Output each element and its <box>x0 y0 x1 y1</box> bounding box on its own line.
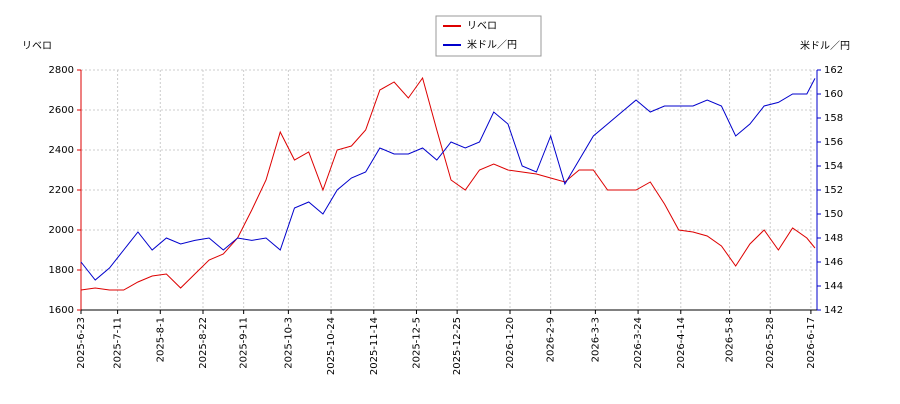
y-tick-label: 2400 <box>49 145 74 156</box>
x-tick-label: 2026-6-17 <box>806 317 817 369</box>
x-tick-label: 2025-10-24 <box>326 317 337 375</box>
legend-label: 米ドル／円 <box>467 38 517 51</box>
y2-tick-label: 144 <box>824 281 843 292</box>
x-tick-label: 2025-12-5 <box>411 317 422 369</box>
y-tick-label: 1600 <box>49 305 74 316</box>
x-tick-label: 2026-4-14 <box>676 317 687 369</box>
y-tick-label: 2800 <box>49 65 74 76</box>
x-tick-label: 2026-5-8 <box>725 317 736 362</box>
y2-tick-label: 154 <box>824 161 843 172</box>
y2-tick-label: 146 <box>824 257 843 268</box>
x-tick-label: 2025-8-1 <box>155 317 166 362</box>
y2-tick-label: 162 <box>824 65 843 76</box>
y2-tick-label: 158 <box>824 113 843 124</box>
x-tick-label: 2025-6-23 <box>76 317 87 369</box>
x-tick-label: 2025-11-14 <box>369 317 380 375</box>
y-tick-label: 2000 <box>49 225 74 236</box>
x-tick-label: 2026-1-20 <box>505 317 516 369</box>
y2-tick-label: 150 <box>824 209 843 220</box>
x-tick-label: 2025-7-11 <box>113 317 124 369</box>
x-tick-label: 2026-2-9 <box>546 317 557 362</box>
x-tick-label: 2025-8-22 <box>198 317 209 369</box>
y2-tick-label: 152 <box>824 185 843 196</box>
x-tick-label: 2025-12-25 <box>452 317 463 375</box>
y2-axis-label: 米ドル／円 <box>800 39 850 52</box>
legend-box <box>435 15 542 57</box>
y-axis-label: リベロ <box>22 40 52 52</box>
x-tick-label: 2025-10-3 <box>283 317 294 369</box>
y-tick-label: 2200 <box>49 185 74 196</box>
y-tick-label: 1800 <box>49 265 74 276</box>
y2-tick-label: 142 <box>824 305 843 316</box>
y2-tick-label: 156 <box>824 137 843 148</box>
series-line <box>80 78 816 281</box>
series-line <box>80 76 816 291</box>
x-tick-label: 2026-3-3 <box>590 317 601 362</box>
y2-tick-label: 160 <box>824 89 843 100</box>
y2-tick-label: 148 <box>824 233 843 244</box>
x-tick-label: 2026-5-28 <box>765 317 776 369</box>
x-tick-label: 2026-3-24 <box>633 317 644 369</box>
y-tick-label: 2600 <box>49 105 74 116</box>
legend-label: リベロ <box>467 20 497 32</box>
x-tick-label: 2025-9-11 <box>239 317 250 369</box>
